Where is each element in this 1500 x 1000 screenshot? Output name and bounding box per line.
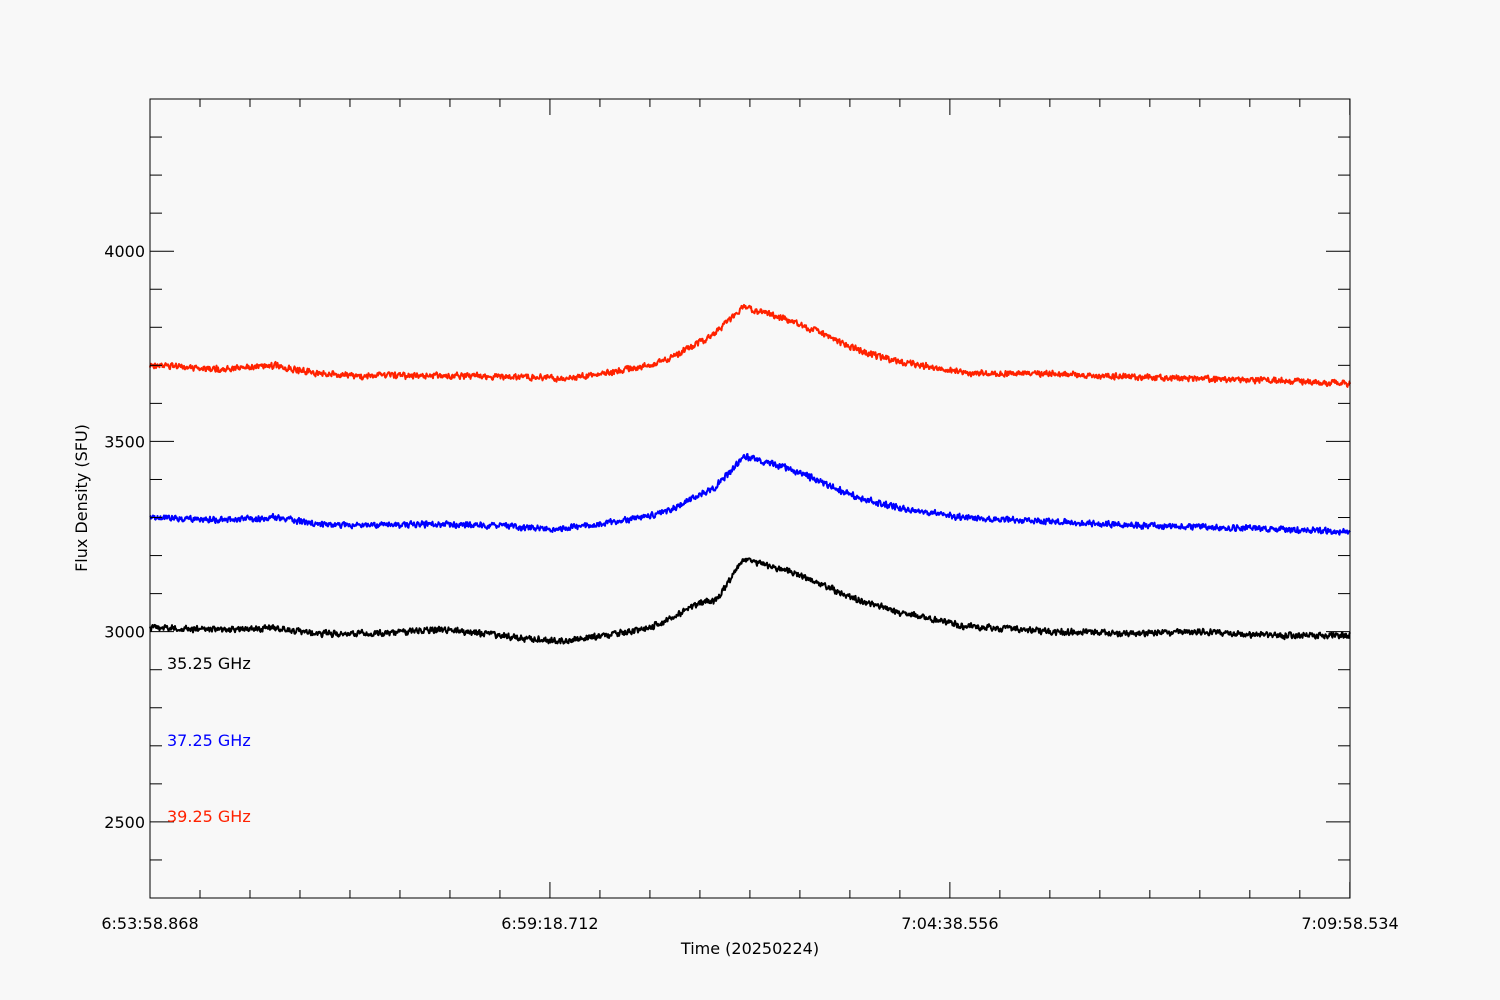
legend-label: 39.25 GHz [167, 807, 251, 826]
y-tick-label: 3000 [104, 623, 145, 642]
legend-label: 35.25 GHz [167, 654, 251, 673]
plot-frame [149, 98, 1351, 899]
x-tick-label: 7:04:38.556 [901, 914, 998, 933]
series-line-3925 [149, 303, 1351, 388]
series-line-3725 [149, 453, 1351, 536]
x-tick-label: 6:53:58.868 [101, 914, 198, 933]
tick-marks [149, 98, 1351, 899]
legend: 35.25 GHz 37.25 GHz 39.25 GHz [167, 654, 251, 826]
y-tick-label: 4000 [104, 242, 145, 261]
x-tick-label: 7:09:58.534 [1301, 914, 1398, 933]
y-tick-label: 2500 [104, 813, 145, 832]
x-tick-label: 6:59:18.712 [501, 914, 598, 933]
y-tick-label: 3500 [104, 432, 145, 451]
tick-labels: 6:53:58.868 6:59:18.712 7:04:38.556 7:09:58… [101, 242, 1398, 933]
series-line-3525 [149, 557, 1351, 645]
x-axis-label: Time (20250224) [680, 939, 819, 958]
y-axis-label: Flux Density (SFU) [72, 424, 91, 572]
series-layer [149, 303, 1351, 645]
legend-label: 37.25 GHz [167, 731, 251, 750]
